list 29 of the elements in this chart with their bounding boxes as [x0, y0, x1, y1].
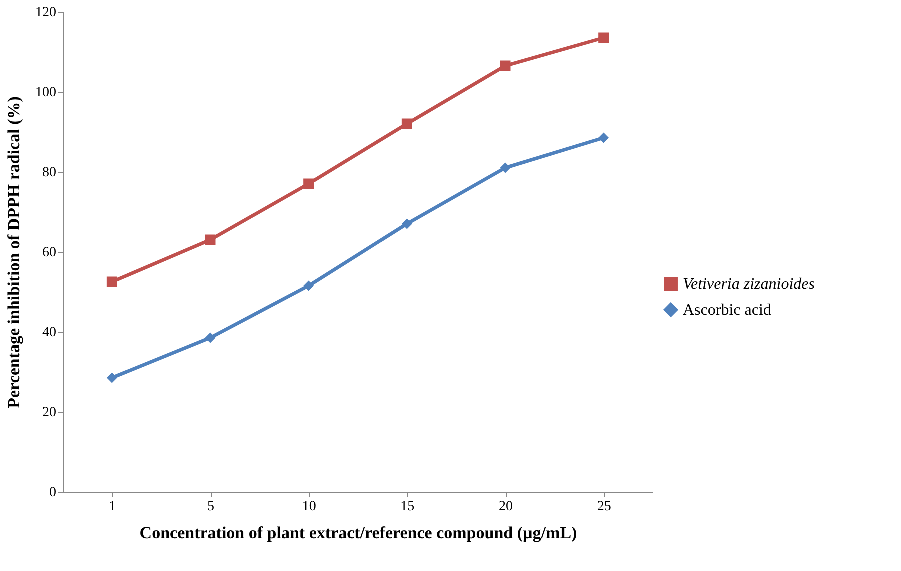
x-tick-label: 10 — [302, 500, 316, 514]
x-tick-label: 25 — [597, 500, 612, 514]
y-tick-label: 100 — [36, 86, 56, 100]
legend-label: Ascorbic acid — [683, 302, 772, 319]
x-tick-label: 1 — [109, 500, 116, 514]
point — [500, 162, 511, 174]
y-tick-label: 60 — [42, 246, 56, 260]
y-tick-label: 40 — [42, 326, 56, 340]
point — [402, 118, 412, 130]
y-tick-label: 80 — [42, 166, 56, 180]
point — [106, 276, 118, 288]
point — [304, 280, 314, 292]
point — [598, 32, 610, 44]
x-tick-label: 5 — [208, 500, 214, 514]
point — [205, 332, 216, 344]
x-tick-label: 15 — [400, 500, 415, 514]
y-tick-label: 120 — [36, 6, 56, 20]
y-tick-label: 0 — [50, 486, 56, 500]
x-axis-title: Concentration of plant extract/reference compound (µg/mL) — [140, 524, 578, 542]
x-tick-label: 20 — [499, 500, 513, 514]
point — [402, 218, 412, 230]
point — [304, 178, 314, 190]
y-axis-title: Percentage inhibition of DPPH radical (%) — [4, 96, 24, 408]
legend-label: Vetiveria zizanioides — [683, 276, 815, 293]
y-tick-label: 20 — [42, 406, 56, 420]
point — [598, 132, 610, 144]
point — [106, 372, 118, 384]
point — [500, 60, 511, 72]
point — [205, 234, 216, 246]
